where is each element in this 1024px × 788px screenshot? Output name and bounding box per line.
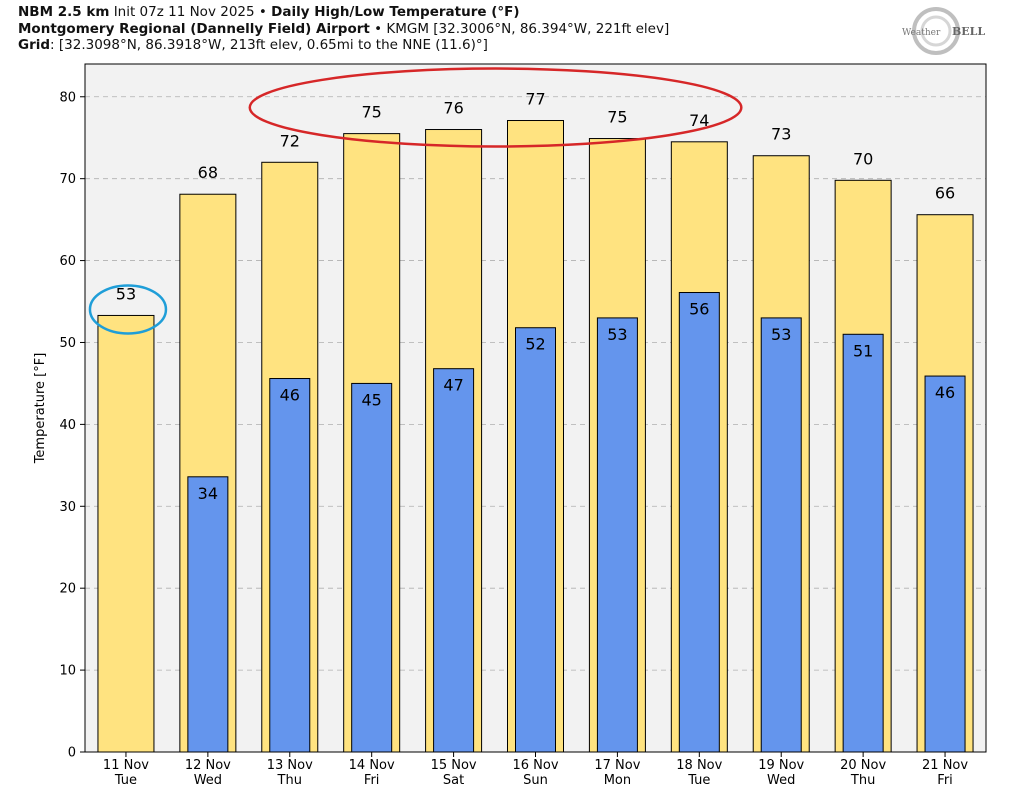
x-tick-date: 17 Nov bbox=[594, 758, 640, 773]
low-temp-label: 53 bbox=[607, 325, 627, 344]
y-tick-label: 20 bbox=[59, 582, 76, 597]
logo-text-right: BELL bbox=[952, 25, 985, 38]
y-tick-label: 0 bbox=[68, 746, 76, 761]
low-temp-label: 52 bbox=[525, 335, 545, 354]
low-temp-bar bbox=[515, 327, 556, 753]
logo-text-left: Weather bbox=[902, 28, 941, 38]
low-temp-label: 45 bbox=[362, 390, 382, 409]
x-tick-day: Mon bbox=[604, 773, 631, 788]
low-temp-bar bbox=[433, 368, 475, 753]
separator: • bbox=[374, 20, 383, 37]
high-temp-bar bbox=[97, 314, 155, 753]
y-tick-label: 70 bbox=[59, 172, 76, 187]
bar-labels: 53 68 72 75 76 77 75 74 73 70 66 34 46 45 47 52 53 56 53 51… bbox=[116, 90, 955, 503]
low-temp-bar bbox=[678, 292, 720, 753]
x-tick-date: 14 Nov bbox=[349, 758, 395, 773]
station-coords: KMGM [32.3006°N, 86.394°W, 221ft elev] bbox=[386, 20, 670, 37]
x-tick-day: Thu bbox=[850, 773, 875, 788]
low-temp-label: 47 bbox=[443, 376, 463, 395]
low-temp-bar bbox=[596, 317, 638, 753]
separator: • bbox=[258, 4, 267, 20]
y-tick-label: 50 bbox=[59, 336, 76, 351]
x-tick-day: Sun bbox=[523, 773, 548, 788]
y-tick-label: 30 bbox=[59, 500, 76, 515]
x-tick-date: 21 Nov bbox=[922, 758, 968, 773]
grid-label: Grid bbox=[18, 37, 51, 53]
init-time: Init 07z 11 Nov 2025 bbox=[113, 4, 255, 20]
y-tick-label: 40 bbox=[59, 418, 76, 433]
x-tick-day: Wed bbox=[194, 773, 222, 788]
x-tick-date: 12 Nov bbox=[185, 758, 231, 773]
high-temp-label: 76 bbox=[443, 99, 463, 118]
x-tick-date: 19 Nov bbox=[758, 758, 804, 773]
x-tick-date: 13 Nov bbox=[267, 758, 313, 773]
chart-title: Daily High/Low Temperature (°F) bbox=[271, 4, 520, 20]
x-tick-day: Tue bbox=[687, 773, 710, 788]
red-highlight-ellipse bbox=[248, 67, 743, 148]
logo-swirl bbox=[912, 7, 960, 55]
y-axis: 0 10 20 30 40 50 60 70 80 bbox=[59, 90, 85, 761]
low-temp-bar bbox=[269, 378, 311, 753]
high-temp-label: 75 bbox=[362, 103, 382, 122]
y-tick-label: 60 bbox=[59, 254, 76, 269]
x-tick-day: Fri bbox=[937, 773, 953, 788]
station-name: Montgomery Regional (Dannelly Field) Air… bbox=[18, 20, 370, 37]
high-temp-label: 73 bbox=[771, 125, 791, 144]
y-axis-label: Temperature [°F] bbox=[33, 353, 48, 465]
low-temp-bar bbox=[760, 317, 802, 753]
y-tick-label: 80 bbox=[59, 90, 76, 105]
high-temp-label: 68 bbox=[198, 163, 218, 182]
low-temp-bar bbox=[187, 476, 229, 753]
blue-highlight-ellipse bbox=[88, 284, 168, 335]
x-tick-day: Thu bbox=[277, 773, 302, 788]
low-temp-label: 46 bbox=[280, 386, 300, 405]
x-tick-day: Tue bbox=[114, 773, 137, 788]
low-temp-bar bbox=[351, 382, 393, 753]
high-temp-label: 66 bbox=[935, 184, 955, 203]
x-tick-date: 16 Nov bbox=[512, 758, 558, 773]
x-tick-day: Wed bbox=[767, 773, 795, 788]
low-temp-label: 51 bbox=[853, 341, 873, 360]
annotations bbox=[88, 67, 743, 335]
header-line-1: NBM 2.5 km Init 07z 11 Nov 2025 • Daily … bbox=[18, 4, 669, 21]
chart-header: NBM 2.5 km Init 07z 11 Nov 2025 • Daily … bbox=[18, 4, 669, 54]
low-temp-label: 46 bbox=[935, 383, 955, 402]
x-tick-date: 18 Nov bbox=[676, 758, 722, 773]
x-tick-date: 20 Nov bbox=[840, 758, 886, 773]
y-tick-label: 10 bbox=[59, 664, 76, 679]
high-temp-label: 75 bbox=[607, 108, 627, 127]
high-temp-label: 70 bbox=[853, 149, 873, 168]
x-tick-date: 15 Nov bbox=[431, 758, 477, 773]
low-temp-label: 34 bbox=[198, 484, 218, 503]
model-name: NBM 2.5 km bbox=[18, 4, 110, 20]
header-line-3: Grid: [32.3098°N, 86.3918°W, 213ft elev,… bbox=[18, 37, 669, 54]
high-temp-label: 72 bbox=[280, 131, 300, 150]
x-tick-date: 11 Nov bbox=[103, 758, 149, 773]
low-temp-label: 53 bbox=[771, 325, 791, 344]
x-tick-day: Sat bbox=[443, 773, 464, 788]
high-temp-label: 77 bbox=[525, 90, 545, 109]
low-temp-bar bbox=[842, 333, 884, 753]
weatherbell-logo: Weather BELL bbox=[902, 7, 985, 55]
high-temp-label: 74 bbox=[689, 111, 709, 130]
logo-swirl-inner bbox=[920, 15, 952, 47]
grid-coords: : [32.3098°N, 86.3918°W, 213ft elev, 0.6… bbox=[50, 37, 488, 53]
header-line-2: Montgomery Regional (Dannelly Field) Air… bbox=[18, 21, 669, 38]
low-temp-bar bbox=[924, 375, 966, 753]
low-temp-label: 56 bbox=[689, 300, 709, 319]
bars bbox=[97, 120, 974, 753]
high-temp-label: 53 bbox=[116, 284, 136, 303]
x-tick-day: Fri bbox=[364, 773, 380, 788]
